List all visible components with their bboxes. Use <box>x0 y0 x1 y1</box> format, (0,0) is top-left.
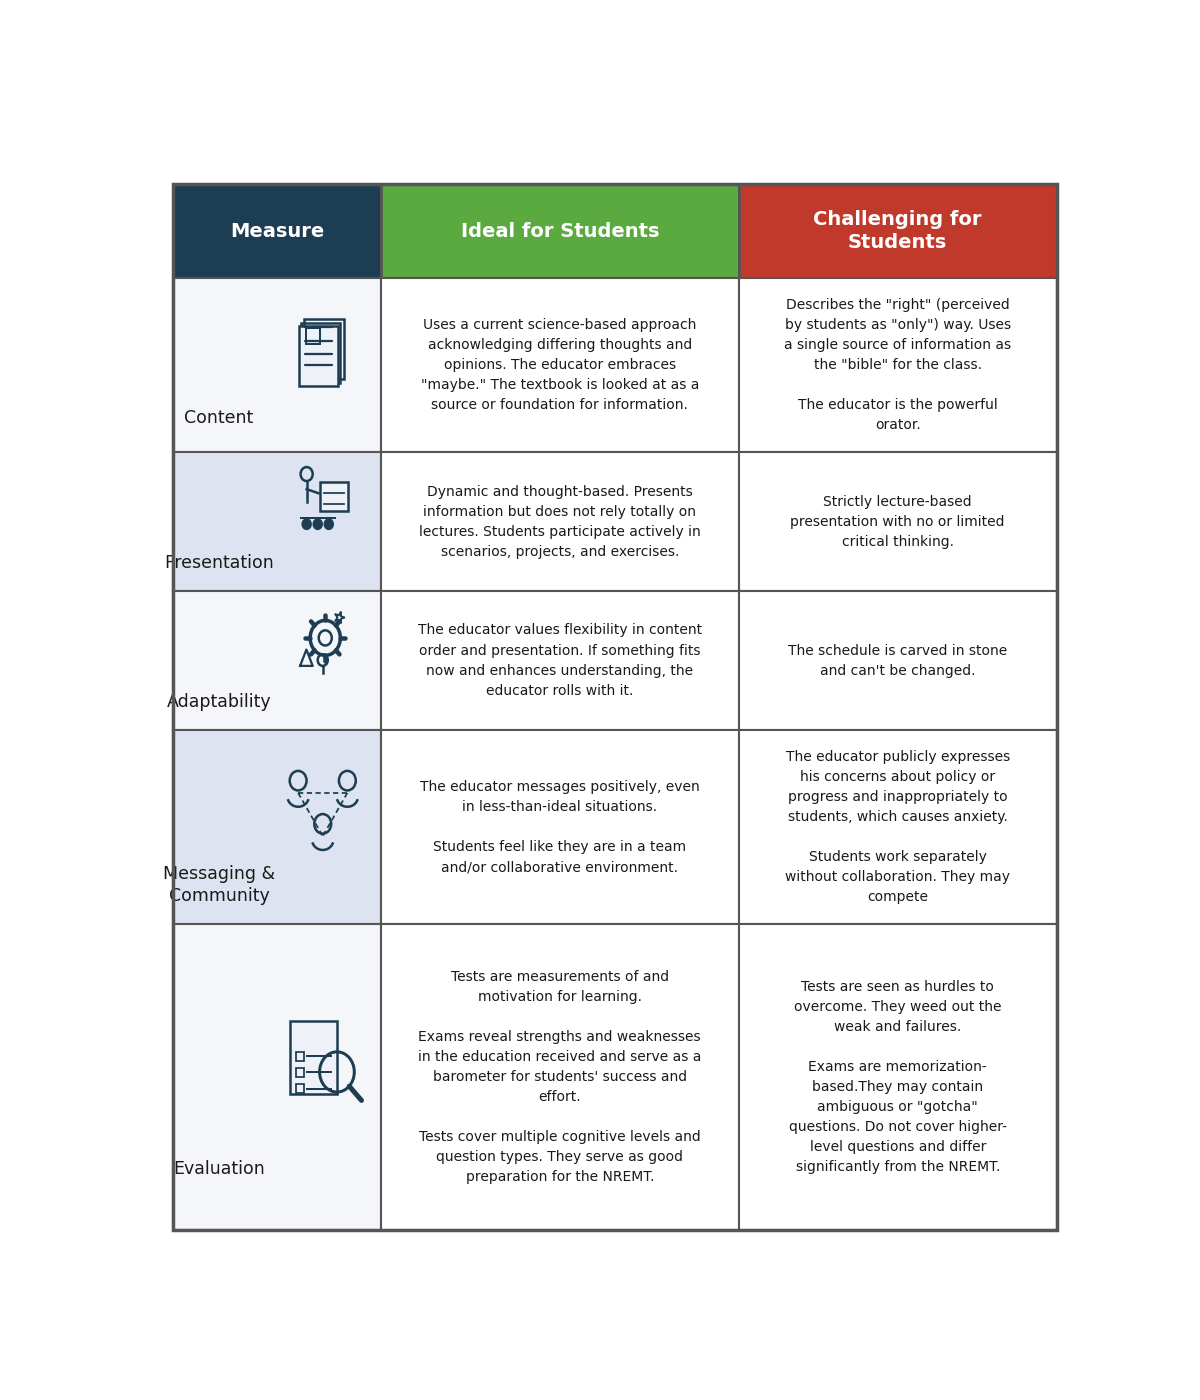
FancyBboxPatch shape <box>739 591 1057 729</box>
FancyBboxPatch shape <box>299 326 338 386</box>
Text: Adaptability: Adaptability <box>167 693 271 711</box>
FancyBboxPatch shape <box>320 482 348 511</box>
Circle shape <box>313 519 323 529</box>
FancyBboxPatch shape <box>739 729 1057 924</box>
Text: Presentation: Presentation <box>164 554 274 573</box>
Circle shape <box>324 519 334 529</box>
FancyBboxPatch shape <box>380 185 739 279</box>
Text: The educator messages positively, even
in less-than-ideal situations.

Students : The educator messages positively, even i… <box>420 780 700 874</box>
FancyBboxPatch shape <box>380 729 739 924</box>
Text: Tests are seen as hurdles to
overcome. They weed out the
weak and failures.

Exa: Tests are seen as hurdles to overcome. T… <box>788 980 1007 1175</box>
FancyBboxPatch shape <box>739 279 1057 452</box>
Text: The educator values flexibility in content
order and presentation. If something : The educator values flexibility in conte… <box>418 623 702 697</box>
FancyBboxPatch shape <box>173 452 380 591</box>
Text: Messaging &
Community: Messaging & Community <box>163 865 275 906</box>
Text: Dynamic and thought-based. Presents
information but does not rely totally on
lec: Dynamic and thought-based. Presents info… <box>419 484 701 559</box>
FancyBboxPatch shape <box>380 279 739 452</box>
FancyBboxPatch shape <box>380 924 739 1229</box>
Text: Uses a current science-based approach
acknowledging differing thoughts and
opini: Uses a current science-based approach ac… <box>420 318 698 413</box>
Text: Content: Content <box>185 409 253 427</box>
FancyBboxPatch shape <box>173 185 380 279</box>
FancyBboxPatch shape <box>739 924 1057 1229</box>
FancyBboxPatch shape <box>739 452 1057 591</box>
FancyBboxPatch shape <box>739 185 1057 279</box>
FancyBboxPatch shape <box>289 1021 337 1093</box>
FancyBboxPatch shape <box>173 279 380 452</box>
FancyBboxPatch shape <box>173 591 380 729</box>
Text: Tests are measurements of and
motivation for learning.

Exams reveal strengths a: Tests are measurements of and motivation… <box>418 970 702 1184</box>
Text: The educator publicly expresses
his concerns about policy or
progress and inappr: The educator publicly expresses his conc… <box>785 750 1010 904</box>
Text: Measure: Measure <box>230 221 324 241</box>
Text: Ideal for Students: Ideal for Students <box>461 221 659 241</box>
Text: Challenging for
Students: Challenging for Students <box>814 210 982 252</box>
FancyBboxPatch shape <box>173 924 380 1229</box>
FancyBboxPatch shape <box>380 591 739 729</box>
FancyBboxPatch shape <box>380 452 739 591</box>
Text: Evaluation: Evaluation <box>173 1159 265 1177</box>
Text: The schedule is carved in stone
and can't be changed.: The schedule is carved in stone and can'… <box>788 644 1007 678</box>
Text: Strictly lecture-based
presentation with no or limited
critical thinking.: Strictly lecture-based presentation with… <box>791 494 1004 549</box>
Text: Describes the "right" (perceived
by students as "only") way. Uses
a single sourc: Describes the "right" (perceived by stud… <box>784 298 1012 433</box>
FancyBboxPatch shape <box>173 729 380 924</box>
Circle shape <box>302 519 311 529</box>
